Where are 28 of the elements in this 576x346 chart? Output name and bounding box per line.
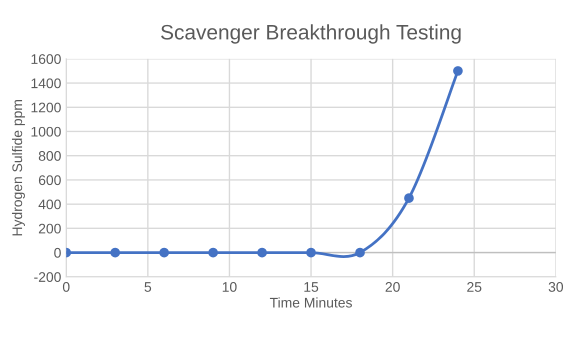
point — [110, 248, 120, 258]
y-tick-label: 0 — [54, 248, 61, 258]
point — [208, 248, 218, 258]
y-tick-label: 1600 — [32, 54, 61, 64]
x-tick-label: 20 — [386, 282, 400, 292]
point — [453, 66, 463, 76]
y-tick-label: 800 — [38, 151, 61, 161]
y-tick-label: 1200 — [32, 102, 61, 112]
x-axis-title: Time Minutes — [270, 297, 352, 308]
y-tick-label: 1400 — [32, 78, 61, 88]
point — [404, 193, 414, 203]
y-tick-label: 400 — [38, 199, 61, 210]
y-tick-label: 600 — [38, 175, 61, 186]
x-tick-label: 0 — [62, 282, 70, 292]
x-tick-label: 5 — [144, 282, 152, 292]
point — [306, 248, 316, 258]
point — [257, 248, 267, 258]
y-tick-label: 200 — [38, 224, 61, 234]
point — [159, 248, 170, 258]
x-tick-label: 10 — [222, 282, 237, 292]
y-axis-title: Hydrogen Sulfide ppm — [12, 100, 25, 236]
point — [355, 248, 365, 258]
x-tick-label: 30 — [548, 282, 564, 292]
x-tick-label: 25 — [467, 282, 482, 292]
chart-title: Scavenger Breakthrough Testing — [161, 24, 461, 44]
y-tick-label: 1000 — [32, 126, 61, 137]
x-tick-label: 15 — [304, 282, 318, 292]
y-tick-label: -200 — [34, 272, 61, 282]
